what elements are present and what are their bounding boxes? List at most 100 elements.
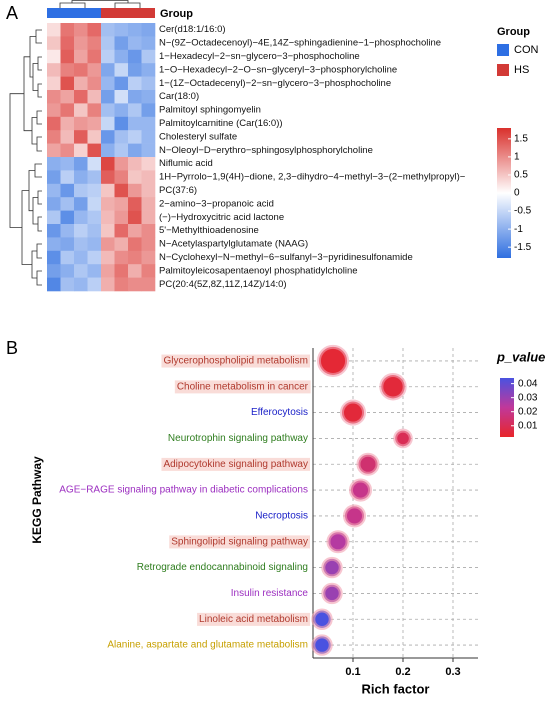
row-label: N−(9Z−Octadecenoyl)−4E,14Z−sphingadienin… — [159, 38, 441, 49]
row-label: Niflumic acid — [159, 158, 213, 169]
heatmap-cell — [87, 130, 102, 144]
row-label: Car(18:0) — [159, 91, 199, 102]
heatmap-cell — [114, 116, 129, 131]
heatmap-cell — [47, 277, 61, 292]
heatmap-cell — [87, 90, 102, 104]
heatmap-cell — [74, 49, 88, 64]
heatmap-cell — [87, 277, 102, 292]
heatmap-cell — [74, 210, 88, 225]
bubble — [379, 373, 407, 401]
heatmap-cell — [101, 224, 115, 238]
pathway-label: Neurotrophin signaling pathway — [168, 433, 308, 444]
heatmap-cell — [141, 237, 156, 252]
heatmap-cell — [87, 250, 102, 265]
heatmap-cell — [128, 210, 142, 225]
pathway-label: Retrograde endocannabinoid signaling — [137, 562, 308, 573]
heatmap-cell — [60, 130, 75, 144]
heatmap-cell — [101, 36, 115, 51]
pathway-label: Alanine, aspartate and glutamate metabol… — [107, 640, 308, 651]
heatmap-cell — [141, 90, 156, 104]
colorbar-label: -1 — [514, 224, 523, 235]
heatmap-cell — [47, 224, 61, 238]
legend-swatch — [497, 44, 509, 56]
colorbar-label: 0.04 — [518, 378, 538, 389]
heatmap-cell — [74, 183, 88, 198]
heatmap-cell — [114, 130, 129, 144]
heatmap-cell — [74, 157, 88, 171]
bubble — [339, 399, 367, 426]
colorbar-label: 0.02 — [518, 406, 538, 417]
bubble — [393, 428, 413, 449]
heatmap-cell — [141, 250, 156, 265]
heatmap-cell — [101, 170, 115, 185]
heatmap-cell — [128, 23, 142, 37]
heatmap-cell — [101, 116, 115, 131]
legend-swatch — [497, 64, 509, 76]
panel-label: B — [6, 338, 18, 358]
heatmap-cell — [87, 197, 102, 211]
heatmap-cell — [74, 264, 88, 278]
heatmap-cell — [114, 183, 129, 198]
heatmap-cell — [141, 197, 156, 211]
bubble — [342, 504, 367, 528]
heatmap-cell — [141, 210, 156, 225]
colorbar — [497, 128, 511, 258]
heatmap-cell — [128, 90, 142, 104]
x-tick-label: 0.3 — [445, 666, 460, 678]
pathway-label: Necroptosis — [255, 511, 308, 522]
heatmap-cell — [141, 264, 156, 278]
heatmap-cell — [141, 157, 156, 171]
heatmap-cell — [114, 90, 129, 104]
legend-label: HS — [514, 64, 529, 76]
row-label: 5'−Methylthioadenosine — [159, 225, 259, 236]
colorbar-label: 0 — [514, 188, 520, 199]
row-label: 1−(1Z−Octadecenyl)−2−sn−glycero−3−phosph… — [159, 78, 391, 89]
heatmap-cell — [60, 49, 75, 64]
heatmap-cell — [47, 210, 61, 225]
group-bar — [47, 8, 101, 18]
row-label: Cer(d18:1/16:0) — [159, 24, 226, 35]
heatmap-cell — [128, 63, 142, 77]
heatmap-cell — [87, 157, 102, 171]
x-tick-label: 0.2 — [395, 666, 410, 678]
heatmap-cell — [101, 157, 115, 171]
legend-title: Group — [497, 26, 530, 38]
heatmap-cell — [60, 264, 75, 278]
pathway-label: Adipocytokine signaling pathway — [163, 459, 308, 470]
heatmap-cell — [87, 170, 102, 185]
row-label: N−Cyclohexyl−N−methyl−6−sulfanyl−3−pyrid… — [159, 252, 413, 263]
heatmap-cell — [74, 197, 88, 211]
heatmap-cell — [47, 36, 61, 51]
heatmap-cell — [87, 49, 102, 64]
heatmap-cell — [47, 116, 61, 131]
colorbar-label: 0.5 — [514, 170, 528, 181]
heatmap-cell — [47, 157, 61, 171]
heatmap-cell — [87, 76, 102, 91]
heatmap-cell — [101, 264, 115, 278]
pathway-label: Efferocytosis — [251, 407, 308, 418]
colorbar — [500, 378, 514, 437]
heatmap-cell — [60, 36, 75, 51]
heatmap-cell — [47, 183, 61, 198]
heatmap-cell — [101, 76, 115, 91]
heatmap-cell — [128, 49, 142, 64]
heatmap-cell — [87, 23, 102, 37]
bubble — [316, 344, 350, 377]
bubble — [321, 582, 343, 605]
heatmap-cell — [128, 36, 142, 51]
heatmap-cell — [74, 23, 88, 37]
row-label: 1H−Pyrrolo−1,9(4H)−dione, 2,3−dihydro−4−… — [159, 172, 466, 183]
heatmap-cell — [47, 63, 61, 77]
bubble — [326, 530, 350, 554]
heatmap-cell — [74, 277, 88, 292]
heatmap-cell — [114, 36, 129, 51]
heatmap-cell — [101, 23, 115, 37]
bubble — [311, 634, 333, 656]
group-title: Group — [160, 8, 193, 20]
x-tick-label: 0.1 — [345, 666, 360, 678]
heatmap-cell — [60, 224, 75, 238]
heatmap-cell — [114, 63, 129, 77]
heatmap-cell — [101, 143, 115, 158]
heatmap-cell — [114, 157, 129, 171]
row-label: 1−Hexadecyl−2−sn−glycero−3−phosphocholin… — [159, 51, 360, 62]
